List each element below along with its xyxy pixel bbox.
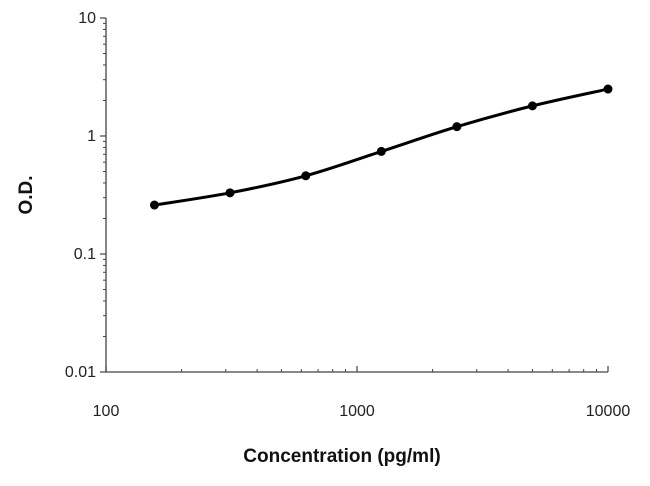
y-axis-title: O.D. <box>16 175 37 214</box>
data-point <box>149 200 159 210</box>
x-tick-label: 100 <box>93 403 120 420</box>
x-axis-title: Concentration (pg/ml) <box>243 446 440 467</box>
y-tick-label: 0.1 <box>74 246 96 263</box>
data-point <box>225 188 235 198</box>
data-points <box>149 84 613 210</box>
axes <box>100 17 609 373</box>
data-point <box>603 84 613 94</box>
x-tick-label: 10000 <box>586 403 631 420</box>
y-tick-label: 10 <box>78 10 96 27</box>
x-tick-labels: 100 1000 10000 <box>93 403 631 420</box>
data-point <box>301 171 311 181</box>
data-point <box>527 101 537 111</box>
y-tick-label: 1 <box>87 128 96 145</box>
y-tick-label: 0.01 <box>65 364 96 381</box>
data-point <box>452 122 462 132</box>
y-tick-labels: 0.01 0.1 1 10 <box>65 10 96 381</box>
x-tick-label: 1000 <box>339 403 375 420</box>
data-point <box>376 146 386 156</box>
